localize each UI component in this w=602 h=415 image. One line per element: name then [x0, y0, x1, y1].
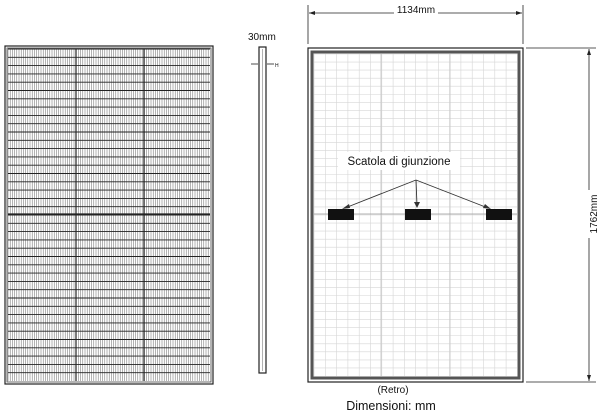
- arrow-heads: [342, 202, 491, 209]
- junction-box-label: Scatola di giunzione: [348, 156, 451, 168]
- width-dimension: 1134mm: [307, 4, 524, 44]
- rear-view-panel: Scatola di giunzione: [307, 47, 524, 383]
- junction-box-right: [486, 209, 512, 220]
- side-view-profile: 30mm H: [248, 32, 279, 374]
- junction-box-center: [405, 209, 431, 220]
- width-dimension-label: 1134mm: [397, 5, 435, 16]
- thickness-marker: H: [275, 63, 279, 69]
- height-dimension-label: 1762mm: [589, 195, 600, 234]
- thickness-dimension-label: 30mm: [248, 32, 276, 43]
- junction-box-arrows: [344, 179, 489, 209]
- front-busbars: [8, 49, 210, 381]
- rear-view-caption: (Retro): [377, 385, 408, 396]
- front-cell-grid: [7, 48, 210, 381]
- junction-box-left: [328, 209, 354, 220]
- dimensions-caption: Dimensioni: mm: [346, 399, 436, 413]
- height-dimension: 1762mm: [526, 47, 600, 383]
- front-view-panel: [4, 45, 214, 385]
